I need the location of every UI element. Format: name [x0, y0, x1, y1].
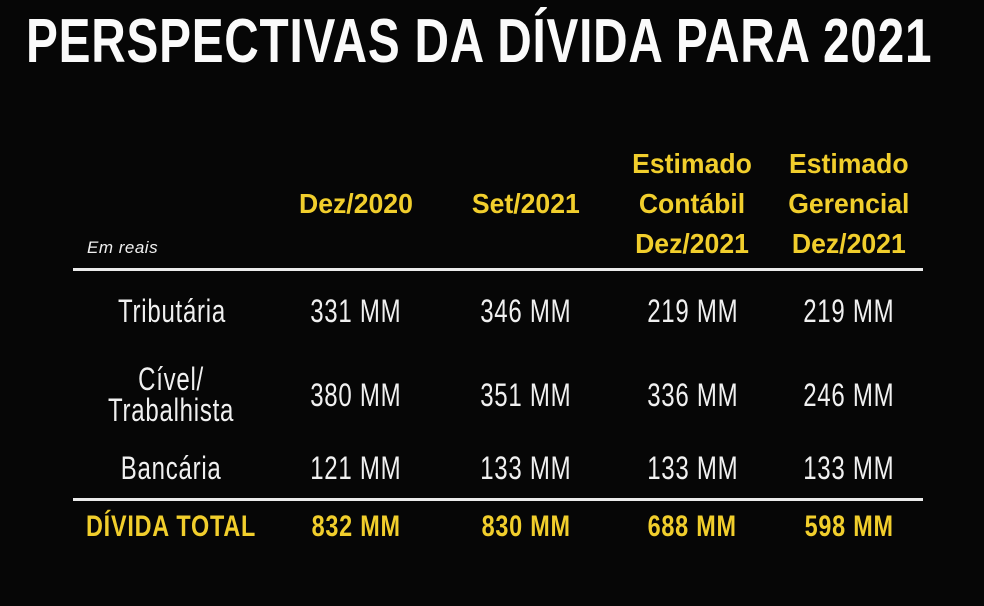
column-header-estimado-contabil: Estimado Contábil Dez/2021: [610, 140, 775, 268]
row-label-line: Cível/: [138, 361, 205, 397]
total-value-cell: 688 MM: [610, 510, 775, 544]
value: 121 MM: [310, 449, 402, 486]
table-row-total: DÍVIDA TOTAL 832 MM 830 MM 688 MM 598 MM: [73, 501, 923, 553]
value: 133 MM: [803, 449, 895, 486]
row-label-cell: Bancária: [73, 449, 270, 486]
value: 246 MM: [803, 376, 895, 413]
value: 380 MM: [310, 376, 402, 413]
table-row-tributaria: Tributária 331 MM 346 MM 219 MM 219 MM: [73, 271, 923, 352]
value-cell: 380 MM: [270, 376, 442, 413]
column-header-label-line: Estimado: [789, 148, 909, 179]
value: 351 MM: [480, 376, 572, 413]
header-corner-cell: Em reais: [73, 140, 270, 268]
total-value: 688 MM: [647, 510, 738, 543]
column-header-label: Set/2021: [472, 188, 580, 219]
column-header-set-2021: Set/2021: [442, 140, 610, 268]
value-cell: 121 MM: [270, 449, 442, 486]
column-header-dez-2020: Dez/2020: [270, 140, 442, 268]
value-cell: 246 MM: [775, 376, 923, 413]
total-value-cell: 598 MM: [775, 510, 923, 544]
column-header-label-line: Gerencial: [788, 188, 910, 219]
column-header-estimado-gerencial: Estimado Gerencial Dez/2021: [775, 140, 923, 268]
total-value-cell: 830 MM: [442, 510, 610, 544]
column-header-label-line: Dez/2021: [635, 228, 750, 259]
value: 336 MM: [646, 376, 739, 413]
column-header-label-line: Dez/2021: [792, 228, 906, 259]
total-label: DÍVIDA TOTAL: [86, 510, 257, 543]
row-label-line: Trabalhista: [108, 392, 235, 428]
total-value: 830 MM: [481, 510, 571, 543]
table-header-row: Em reais Dez/2020 Set/2021 Estimado Cont…: [73, 140, 923, 268]
value-cell: 133 MM: [610, 449, 775, 486]
table-row-civel-trabalhista: Cível/ Trabalhista 380 MM 351 MM 336 MM …: [73, 352, 923, 438]
debt-table: Em reais Dez/2020 Set/2021 Estimado Cont…: [73, 140, 923, 553]
value-cell: 351 MM: [442, 376, 610, 413]
page-title: PERSPECTIVAS DA DÍVIDA PARA 2021: [26, 7, 933, 76]
row-label-cell: Tributária: [73, 293, 270, 329]
total-label-cell: DÍVIDA TOTAL: [73, 510, 270, 544]
column-header-label-line: Estimado: [632, 148, 753, 179]
row-label: Bancária: [121, 449, 222, 486]
value: 219 MM: [803, 293, 895, 329]
unit-note: Em reais: [87, 238, 159, 257]
value: 346 MM: [480, 293, 572, 329]
column-header-label-line: Contábil: [639, 188, 746, 219]
value-cell: 336 MM: [610, 376, 775, 413]
header-divider-line: [73, 268, 923, 271]
row-label-cell: Cível/ Trabalhista: [73, 361, 270, 428]
total-value: 832 MM: [311, 510, 401, 543]
value-cell: 219 MM: [775, 293, 923, 329]
value: 219 MM: [646, 293, 739, 329]
value-cell: 219 MM: [610, 293, 775, 329]
value-cell: 133 MM: [442, 449, 610, 486]
table-row-bancaria: Bancária 121 MM 133 MM 133 MM 133 MM: [73, 438, 923, 498]
total-value: 598 MM: [804, 510, 894, 543]
column-header-label: Dez/2020: [299, 188, 413, 219]
row-label: Tributária: [117, 293, 226, 329]
value: 331 MM: [310, 293, 402, 329]
total-value-cell: 832 MM: [270, 510, 442, 544]
total-divider-line: [73, 498, 923, 501]
value: 133 MM: [480, 449, 572, 486]
value-cell: 133 MM: [775, 449, 923, 486]
value-cell: 346 MM: [442, 293, 610, 329]
value: 133 MM: [646, 449, 739, 486]
value-cell: 331 MM: [270, 293, 442, 329]
